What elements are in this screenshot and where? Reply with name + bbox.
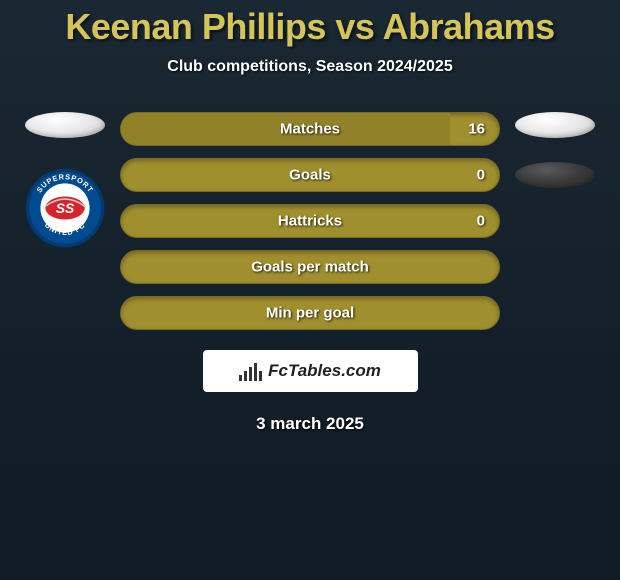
team-badge-left: SUPERSPORT UNITED FC SS: [24, 166, 106, 250]
player-avatar-placeholder-left: [25, 112, 105, 138]
brand-text: FcTables.com: [268, 361, 381, 381]
stat-label: Goals per match: [251, 259, 369, 276]
stat-row-goals-per-match: Goals per match: [120, 250, 500, 284]
svg-text:SS: SS: [56, 200, 75, 216]
player-avatar-placeholder-right-2: [515, 162, 595, 188]
stat-label: Min per goal: [266, 305, 354, 322]
stat-row-goals: Goals 0: [120, 158, 500, 192]
right-side: [510, 112, 600, 330]
chart-bars-icon: [239, 361, 262, 381]
stat-label: Hattricks: [278, 213, 342, 230]
left-side: SUPERSPORT UNITED FC SS: [20, 112, 110, 330]
stat-row-min-per-goal: Min per goal: [120, 296, 500, 330]
stat-row-hattricks: Hattricks 0: [120, 204, 500, 238]
stat-row-matches: Matches 16: [120, 112, 500, 146]
brand-box[interactable]: FcTables.com: [203, 350, 418, 392]
player-avatar-placeholder-right-1: [515, 112, 595, 138]
stat-label: Goals: [289, 167, 331, 184]
stat-label: Matches: [280, 121, 340, 138]
date-label: 3 march 2025: [0, 414, 620, 434]
subtitle: Club competitions, Season 2024/2025: [0, 58, 620, 76]
stat-value: 0: [477, 213, 485, 230]
comparison-container: SUPERSPORT UNITED FC SS Matches 16 Goals…: [0, 112, 620, 330]
page-title: Keenan Phillips vs Abrahams: [0, 0, 620, 48]
stats-list: Matches 16 Goals 0 Hattricks 0 Goals per…: [120, 112, 500, 330]
stat-value: 16: [468, 121, 485, 138]
stat-value: 0: [477, 167, 485, 184]
